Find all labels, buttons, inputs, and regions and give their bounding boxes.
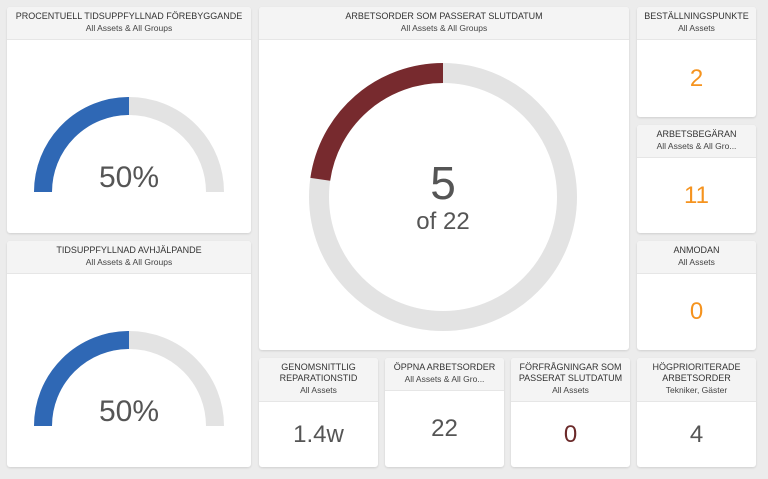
widget-header: ARBETSORDER SOM PASSERAT SLUTDATUM All As… — [259, 7, 629, 40]
widget-body: 50% — [7, 40, 251, 233]
widget-panel: PROCENTUELL TIDSUPPFYLLNAD FÖREBYGGANDE A… — [7, 7, 251, 233]
donut: 5of 22 — [309, 63, 577, 331]
widget-panel: HÖGPRIORITERADE ARBETSORDER Tekniker, Gäs… — [637, 358, 756, 467]
widget-title: ARBETSORDER SOM PASSERAT SLUTDATUM — [345, 11, 543, 21]
widget-body: 2 — [637, 40, 756, 117]
widget-value: 0 — [563, 420, 578, 448]
widget-value: 4 — [689, 420, 704, 448]
widget-subtitle: All Assets & All Groups — [400, 23, 488, 33]
widget-body: 50% — [7, 274, 251, 467]
widget-title: HÖGPRIORITERADE ARBETSORDER — [652, 362, 741, 383]
widget-body: 5 of 22 — [259, 40, 629, 350]
widget-body: 22 — [385, 391, 504, 467]
widget-value: 1.4w — [293, 420, 344, 448]
widget-title: ARBETSBEGÄRAN — [656, 129, 737, 139]
gauge-value — [34, 331, 130, 427]
gauge: 50% — [34, 331, 224, 428]
widget-subtitle: All Assets & All Groups — [85, 23, 173, 33]
widget-header: ANMODAN All Assets — [637, 241, 756, 274]
widget-subtitle: All Assets — [300, 385, 337, 395]
widget-body: 4 — [637, 402, 756, 467]
widget-header: HÖGPRIORITERADE ARBETSORDER Tekniker, Gäs… — [637, 358, 756, 402]
widget-subtitle: All Assets & All Gro... — [404, 374, 485, 384]
widget-body: 0 — [637, 274, 756, 350]
widget-panel: TIDSUPPFYLLNAD AVHJÄLPANDE All Assets & A… — [7, 241, 251, 467]
gauge-value — [34, 97, 130, 193]
widget-subtitle: Tekniker, Gäster — [665, 385, 728, 395]
widget-subtitle: All Assets — [678, 23, 715, 33]
widget-title: TIDSUPPFYLLNAD AVHJÄLPANDE — [56, 245, 202, 255]
gauge-label: 50% — [99, 161, 159, 194]
widget-panel: BESTÄLLNINGSPUNKTE All Assets 2 — [637, 7, 756, 117]
donut-total-label: of 22 — [416, 208, 469, 235]
widget-panel: ÖPPNA ARBETSORDER All Assets & All Gro...… — [385, 358, 504, 467]
widget-panel: GENOMSNITTLIG REPARATIONSTID All Assets 1.… — [259, 358, 378, 467]
widget-title: BESTÄLLNINGSPUNKTE — [644, 11, 749, 21]
widget-subtitle: All Assets — [678, 257, 715, 267]
donut-value — [310, 63, 444, 181]
widget-panel: ARBETSORDER SOM PASSERAT SLUTDATUM All As… — [259, 7, 629, 350]
widget-title: ÖPPNA ARBETSORDER — [393, 362, 496, 372]
widget-title: ANMODAN — [673, 245, 720, 255]
widget-header: BESTÄLLNINGSPUNKTE All Assets — [637, 7, 756, 40]
gauge: 50% — [34, 97, 224, 194]
donut-value-label: 5 — [430, 157, 456, 209]
widget-panel: FÖRFRÅGNINGAR SOM PASSERAT SLUTDATUM All … — [511, 358, 630, 467]
widget-body: 11 — [637, 158, 756, 233]
widget-value: 0 — [689, 298, 704, 325]
widget-subtitle: All Assets — [552, 385, 589, 395]
widget-body: 1.4w — [259, 402, 378, 467]
widget-header: FÖRFRÅGNINGAR SOM PASSERAT SLUTDATUM All … — [511, 358, 630, 402]
widget-header: ÖPPNA ARBETSORDER All Assets & All Gro... — [385, 358, 504, 391]
widget-panel: ARBETSBEGÄRAN All Assets & All Gro... 11 — [637, 125, 756, 233]
widget-header: PROCENTUELL TIDSUPPFYLLNAD FÖREBYGGANDE A… — [7, 7, 251, 40]
widget-header: TIDSUPPFYLLNAD AVHJÄLPANDE All Assets & A… — [7, 241, 251, 274]
gauge-label: 50% — [99, 395, 159, 428]
widget-value: 2 — [689, 64, 704, 92]
widget-header: GENOMSNITTLIG REPARATIONSTID All Assets — [259, 358, 378, 402]
widget-body: 0 — [511, 402, 630, 467]
widget-subtitle: All Assets & All Gro... — [656, 141, 737, 151]
widget-value: 22 — [431, 415, 458, 442]
widget-title: GENOMSNITTLIG REPARATIONSTID — [279, 362, 358, 383]
widget-header: ARBETSBEGÄRAN All Assets & All Gro... — [637, 125, 756, 158]
widget-panel: ANMODAN All Assets 0 — [637, 241, 756, 350]
widget-title: PROCENTUELL TIDSUPPFYLLNAD FÖREBYGGANDE — [15, 11, 243, 21]
widget-subtitle: All Assets & All Groups — [85, 257, 173, 267]
widget-title: FÖRFRÅGNINGAR SOM PASSERAT SLUTDATUM — [518, 362, 623, 383]
widget-value: 11 — [684, 181, 709, 209]
